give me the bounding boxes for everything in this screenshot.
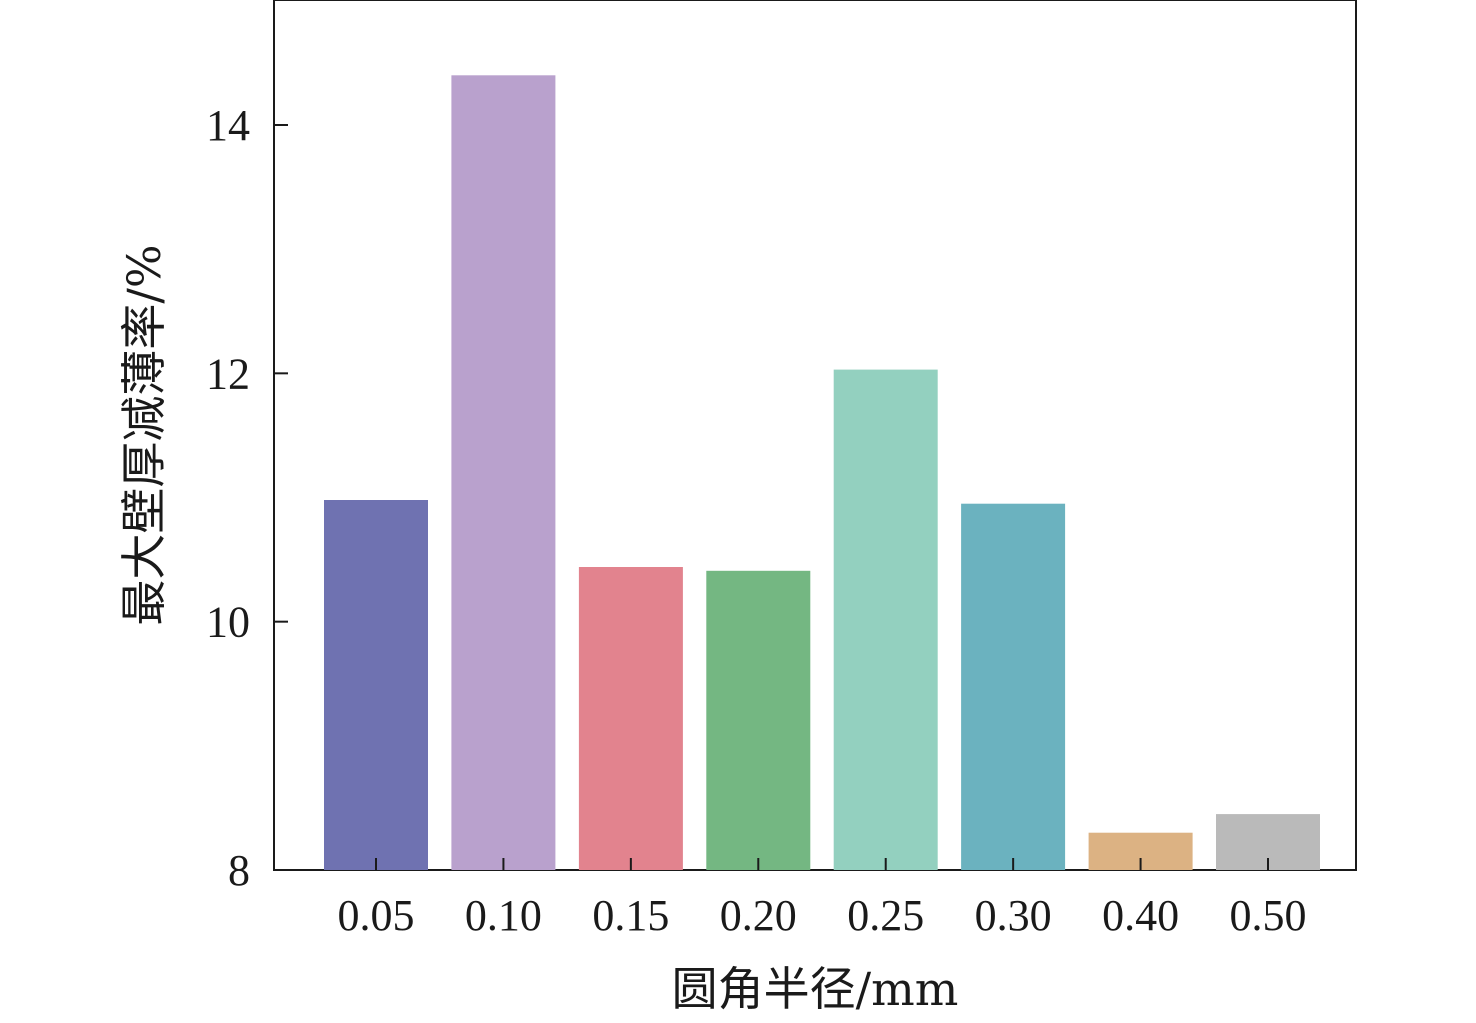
y-tick-label: 14: [206, 101, 250, 150]
y-tick-label: 12: [206, 349, 250, 398]
y-axis-ticks: 8 10 12 14: [206, 101, 288, 895]
bar-0.10: [451, 75, 556, 871]
x-tick-label: 0.10: [465, 891, 542, 940]
y-tick-label: 8: [228, 846, 250, 895]
bar-0.20: [706, 570, 811, 870]
y-axis-title: 最大壁厚减薄率/%: [117, 244, 171, 625]
y-tick-label: 10: [206, 598, 250, 647]
x-tick-label: 0.40: [1102, 891, 1179, 940]
x-tick-label: 0.50: [1230, 891, 1307, 940]
x-tick-label: 0.05: [338, 891, 415, 940]
x-tick-label: 0.15: [592, 891, 669, 940]
bar-0.25: [833, 369, 938, 870]
x-tick-label: 0.20: [720, 891, 797, 940]
x-axis-title: 圆角半径/mm: [672, 962, 959, 1016]
bar-0.30: [961, 503, 1066, 870]
x-tick-label: 0.30: [975, 891, 1052, 940]
bar-0.15: [578, 567, 683, 870]
bar-0.05: [324, 500, 428, 870]
x-axis-ticks: 0.05 0.10 0.15 0.20 0.25 0.30 0.40 0.50: [338, 858, 1307, 940]
x-tick-label: 0.25: [847, 891, 924, 940]
plot-frame: [273, 0, 1357, 871]
bars-group: [324, 75, 1320, 871]
